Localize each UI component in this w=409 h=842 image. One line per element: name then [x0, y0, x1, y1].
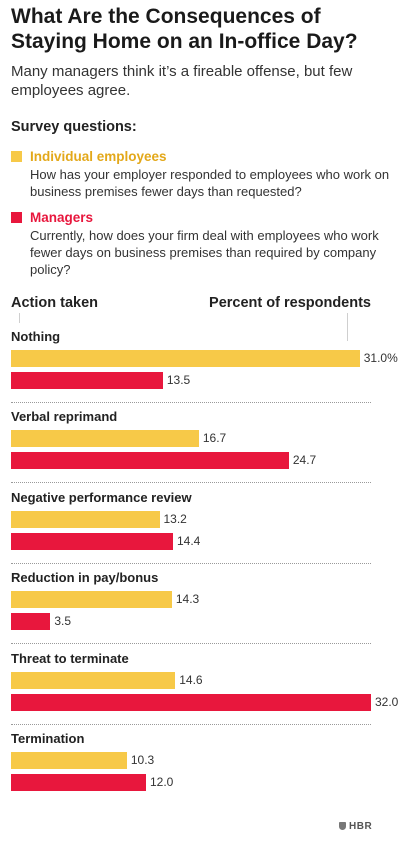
bar-employees-verbal-reprimand: [11, 430, 199, 448]
bar-employees-nothing: [11, 350, 360, 367]
header-tick-left: [19, 313, 20, 323]
category-label-nothing: Nothing: [11, 329, 61, 344]
value-label-managers-reduction-in-pay-bonus: 3.5: [54, 614, 72, 629]
category-label-reduction-in-pay-bonus: Reduction in pay/bonus: [11, 570, 159, 586]
header-tick-right: [347, 313, 348, 341]
shield-icon: [339, 822, 346, 830]
hbr-logo: HBR: [339, 821, 372, 832]
group-separator: [11, 562, 371, 564]
bar-managers-negative-performance-review: [11, 532, 173, 550]
legend-swatch-managers: [11, 212, 22, 223]
group-separator: [11, 402, 371, 403]
legend-question-managers: Currently, how does your firm deal with …: [30, 228, 379, 277]
bar-employees-reduction-in-pay-bonus: [11, 591, 172, 609]
bar-managers-threat-to-terminate: [11, 693, 371, 711]
legend-swatch-employees: [11, 151, 22, 162]
category-label-termination: Termination: [11, 731, 85, 746]
bar-employees-threat-to-terminate: [11, 671, 176, 689]
bar-managers-termination: [11, 774, 146, 791]
chart-subtitle: Many managers think it’s a fireable offe…: [11, 63, 353, 99]
bar-employees-negative-performance-review: [11, 510, 160, 528]
column-header-percent: Percent of respondents: [209, 295, 371, 311]
value-label-employees-threat-to-terminate: 14.6: [179, 672, 203, 687]
column-header-action: Action taken: [11, 295, 99, 311]
value-label-employees-termination: 10.3: [130, 753, 155, 767]
value-label-managers-threat-to-terminate: 32.0: [375, 694, 399, 709]
bar-managers-reduction-in-pay-bonus: [11, 613, 51, 631]
hbr-logo-text: HBR: [349, 821, 373, 832]
group-separator: [11, 643, 371, 645]
value-label-employees-negative-performance-review: 13.2: [163, 511, 187, 526]
value-label-managers-negative-performance-review: 14.4: [177, 533, 201, 548]
category-label-verbal-reprimand: Verbal reprimand: [11, 409, 118, 425]
legend-label-employees: Individual employees: [30, 149, 167, 164]
bar-managers-nothing: [11, 372, 163, 389]
value-label-employees-nothing: 31.0%: [363, 351, 398, 365]
bar-employees-termination: [11, 752, 127, 769]
legend-question-employees: How has your employer responded to emplo…: [30, 167, 390, 199]
legend-label-managers: Managers: [30, 210, 94, 225]
survey-questions-heading: Survey questions:: [11, 119, 137, 135]
bar-managers-verbal-reprimand: [11, 452, 289, 470]
category-label-negative-performance-review: Negative performance review: [11, 489, 192, 505]
value-label-employees-reduction-in-pay-bonus: 14.3: [175, 592, 200, 607]
value-label-managers-verbal-reprimand: 24.7: [292, 453, 317, 468]
category-label-threat-to-terminate: Threat to terminate: [11, 650, 129, 666]
group-separator: [11, 723, 371, 725]
chart-title: What Are the Consequences of Staying Hom…: [11, 5, 358, 53]
group-separator: [11, 482, 371, 484]
value-label-managers-nothing: 13.5: [166, 373, 191, 387]
value-label-employees-verbal-reprimand: 16.7: [202, 431, 227, 446]
value-label-managers-termination: 12.0: [150, 775, 174, 789]
